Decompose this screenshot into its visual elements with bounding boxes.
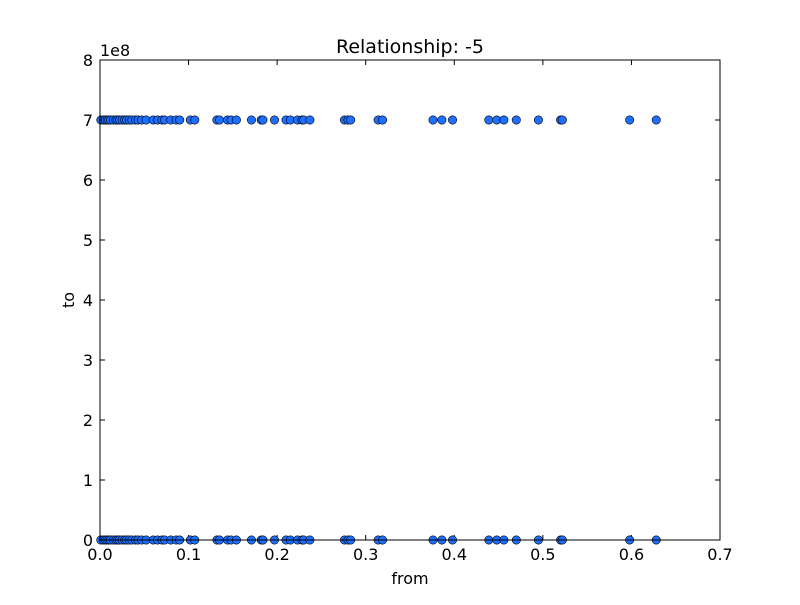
data-point [428, 115, 438, 125]
data-point [215, 115, 225, 125]
data-point [346, 115, 356, 125]
data-point [499, 115, 509, 125]
y-axis-label: to [59, 292, 78, 308]
x-tick-label: 0.0 [87, 545, 112, 564]
x-tick-label: 0.1 [176, 545, 201, 564]
data-point [378, 115, 388, 125]
data-point [437, 115, 447, 125]
data-point [231, 115, 241, 125]
y-offset-label: 1e8 [100, 41, 130, 60]
data-point [557, 115, 567, 125]
data-point [448, 115, 458, 125]
y-tick-label: 5 [83, 231, 93, 250]
axis-ticks: 0.0 0.1 0.2 0.3 0.4 0.5 0.6 0.7 0 1 2 3 4 5 6 7 8 [83, 51, 733, 564]
y-tick-label: 3 [83, 351, 93, 370]
data-point [533, 115, 543, 125]
y-tick-label: 7 [83, 111, 93, 130]
y-tick-label: 2 [83, 411, 93, 430]
y-tick-label: 1 [83, 471, 93, 490]
data-point [484, 115, 494, 125]
data-point [175, 115, 185, 125]
x-axis-label: from [391, 569, 428, 588]
x-tick-label: 0.7 [707, 545, 732, 564]
data-point [190, 115, 200, 125]
data-point [269, 115, 279, 125]
chart-title: Relationship: -5 [336, 36, 484, 58]
x-tick-label: 0.3 [353, 545, 378, 564]
y-tick-label: 0 [83, 531, 93, 550]
x-tick-label: 0.4 [442, 545, 467, 564]
x-tick-label: 0.6 [619, 545, 644, 564]
data-point [625, 115, 635, 125]
x-tick-label: 0.2 [264, 545, 289, 564]
data-points [96, 115, 661, 545]
y-tick-label: 8 [83, 51, 93, 70]
x-tick-label: 0.5 [530, 545, 555, 564]
data-point [651, 115, 661, 125]
plot-frame [99, 59, 721, 541]
y-tick-label: 4 [83, 291, 93, 310]
data-point [246, 115, 256, 125]
data-point [511, 115, 521, 125]
data-point [258, 115, 268, 125]
data-point [305, 115, 315, 125]
y-tick-label: 6 [83, 171, 93, 190]
